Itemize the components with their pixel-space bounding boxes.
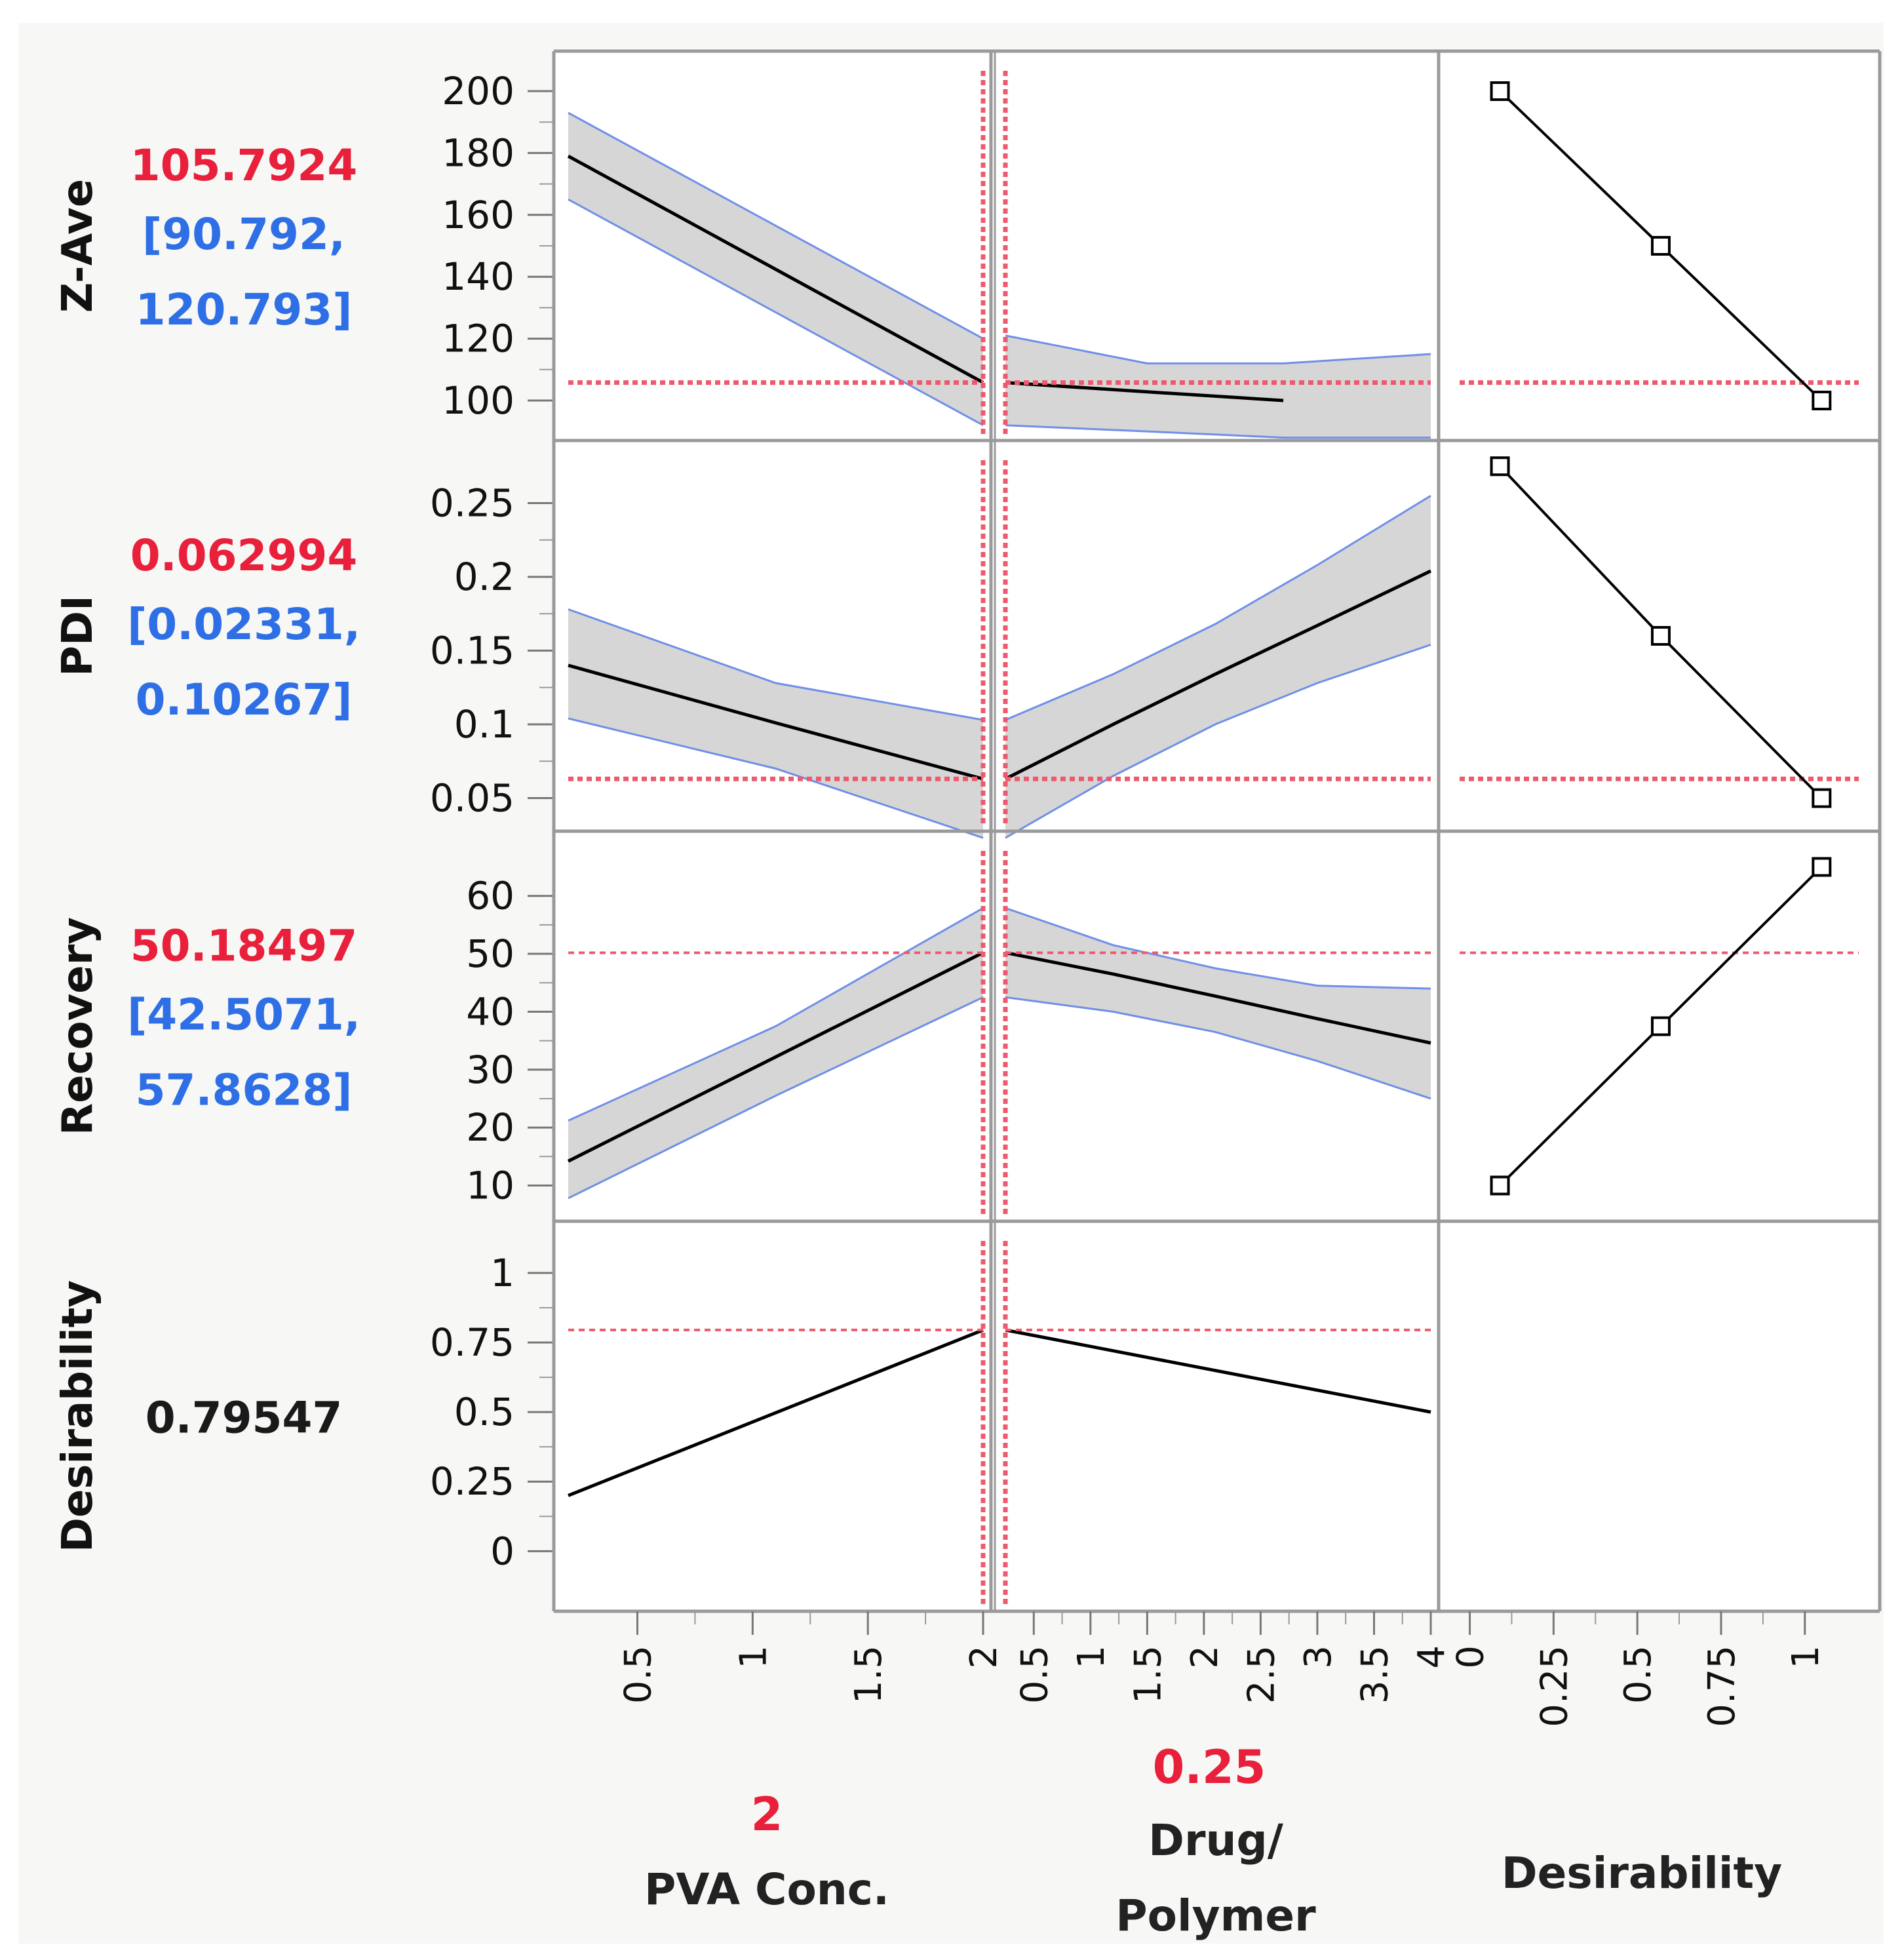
pdi-predicted-value: 0.062994 [130, 530, 358, 581]
desirability-ytick-label: 1 [490, 1251, 514, 1295]
zave-f0-ci-lower [568, 198, 984, 427]
pdi-f0-ci-lower [568, 717, 984, 839]
recovery-ci-line-1: 57.8628] [136, 1065, 353, 1116]
zave-ytick-label: 200 [442, 69, 514, 113]
pdi-f1-prediction-line [1004, 569, 1432, 781]
xaxis-1-tick-label: 0.5 [1013, 1645, 1056, 1704]
zave-ytick-label: 180 [442, 130, 514, 175]
desirability-ytick-label: 0.25 [430, 1459, 514, 1504]
xaxis-2-tick-label: 0.25 [1533, 1645, 1576, 1727]
recovery-f1-ci-lower [1005, 996, 1431, 1100]
desirability-ytick-label: 0.5 [454, 1390, 514, 1434]
zave-ytick-label: 160 [442, 193, 514, 237]
xaxis-1-tick-label: 3.5 [1353, 1645, 1396, 1704]
zave-ytick-label: 140 [442, 254, 514, 299]
recovery-ci-line-0: [42.5071, [127, 990, 360, 1040]
desirability-response-label: Desirability [54, 1280, 102, 1552]
zave-ytick-label: 120 [442, 317, 514, 361]
panel-3-0-bg [554, 1221, 991, 1611]
recovery-f0-ci-lower [568, 996, 984, 1200]
zave-desir-handle [1490, 81, 1510, 102]
drug-polymer-label-2: Polymer [1116, 1891, 1316, 1941]
xaxis-2-tick-label: 0 [1450, 1645, 1492, 1669]
xaxis-1-tick-label: 2.5 [1240, 1645, 1283, 1704]
desirability-f0-prediction-line [568, 1328, 984, 1497]
pdi-f1-ci-band [1005, 496, 1431, 838]
pdi-f1-ci-upper [1005, 494, 1431, 721]
recovery-desir-handle [1812, 857, 1832, 877]
xaxis-1-tick-label: 2 [1184, 1645, 1226, 1669]
xaxis-2-tick-label: 0.5 [1617, 1645, 1659, 1704]
pdi-desir-handle [1650, 626, 1671, 646]
zave-f0-prediction-line [567, 154, 984, 384]
recovery-f1-ci-upper [1005, 907, 1431, 990]
recovery-ytick-label: 30 [466, 1048, 514, 1092]
recovery-f1-ci-band [1005, 908, 1431, 1099]
recovery-ytick-label: 10 [466, 1163, 514, 1207]
xaxis-0-tick-label: 2 [963, 1645, 1005, 1669]
panel-3-1-bg [991, 1221, 1439, 1611]
pdi-f0-prediction-line [568, 663, 984, 781]
recovery-f1-prediction-line [1005, 951, 1431, 1045]
pdi-ytick-label: 0.1 [454, 702, 514, 747]
xaxis-0-tick-label: 1.5 [847, 1645, 890, 1704]
recovery-ytick-label: 20 [466, 1105, 514, 1150]
desirability-axis-label: Desirability [1502, 1848, 1782, 1898]
pdi-ytick-label: 0.25 [430, 481, 514, 526]
xaxis-2-tick-label: 0.75 [1701, 1645, 1743, 1727]
desirability-f1-prediction-line [1005, 1328, 1431, 1414]
desirability-predicted-value: 0.79547 [146, 1393, 343, 1443]
xaxis-1-tick-label: 3 [1297, 1645, 1340, 1669]
pdi-ytick-label: 0.05 [430, 776, 514, 821]
xaxis-2-tick-label: 1 [1785, 1645, 1827, 1669]
drug-polymer-label-1: Drug/ [1148, 1815, 1284, 1866]
recovery-ytick-label: 40 [466, 989, 514, 1034]
panel-3-2-bg [1439, 1221, 1880, 1611]
pdi-ci-line-0: [0.02331, [127, 599, 360, 650]
recovery-ytick-label: 60 [466, 874, 514, 918]
desirability-ytick-label: 0.75 [430, 1320, 514, 1365]
pdi-ytick-label: 0.15 [430, 629, 514, 673]
zave-f1-prediction-line [1005, 381, 1284, 402]
zave-desir-handle [1650, 236, 1671, 256]
xaxis-0-tick-label: 0.5 [617, 1645, 660, 1704]
zave-predicted-value: 105.7924 [130, 140, 358, 191]
pdi-response-label: PDI [54, 595, 102, 676]
xaxis-1-tick-label: 1 [1070, 1645, 1113, 1669]
recovery-ytick-label: 50 [466, 931, 514, 976]
pdi-ytick-label: 0.2 [454, 555, 514, 599]
zave-ci-line-1: 120.793] [136, 284, 353, 335]
pdi-f1-ci-lower [1005, 644, 1431, 839]
recovery-predicted-value: 50.18497 [130, 921, 358, 971]
recovery-response-label: Recovery [54, 917, 102, 1135]
recovery-desir-handle [1650, 1016, 1671, 1036]
xaxis-1-tick-label: 1.5 [1127, 1645, 1169, 1704]
drug-polymer-current-value: 0.25 [1153, 1740, 1266, 1794]
zave-desir-handle [1812, 390, 1832, 410]
pva-current-value: 2 [751, 1788, 783, 1841]
pdi-ci-line-1: 0.10267] [136, 675, 353, 725]
desirability-ytick-label: 0 [490, 1529, 514, 1573]
pdi-desir-handle [1490, 456, 1510, 477]
recovery-desir-handle [1490, 1175, 1510, 1196]
recovery-f0-ci-upper [568, 907, 984, 1122]
zave-f0-ci-upper [568, 111, 984, 340]
zave-f1-ci-lower [1005, 424, 1431, 439]
recovery-f0-ci-band [568, 908, 983, 1198]
zave-f1-ci-upper [1005, 334, 1431, 364]
zave-response-label: Z-Ave [54, 179, 102, 313]
xaxis-0-tick-label: 1 [732, 1645, 775, 1669]
recovery-f0-prediction-line [567, 951, 984, 1163]
zave-ytick-label: 100 [442, 378, 514, 423]
xaxis-1-tick-label: 4 [1410, 1645, 1453, 1669]
pdi-desir-handle [1812, 788, 1832, 808]
pva-factor-label: PVA Conc. [644, 1864, 889, 1915]
zave-ci-line-0: [90.792, [142, 209, 345, 260]
pdi-f0-ci-upper [568, 608, 984, 721]
